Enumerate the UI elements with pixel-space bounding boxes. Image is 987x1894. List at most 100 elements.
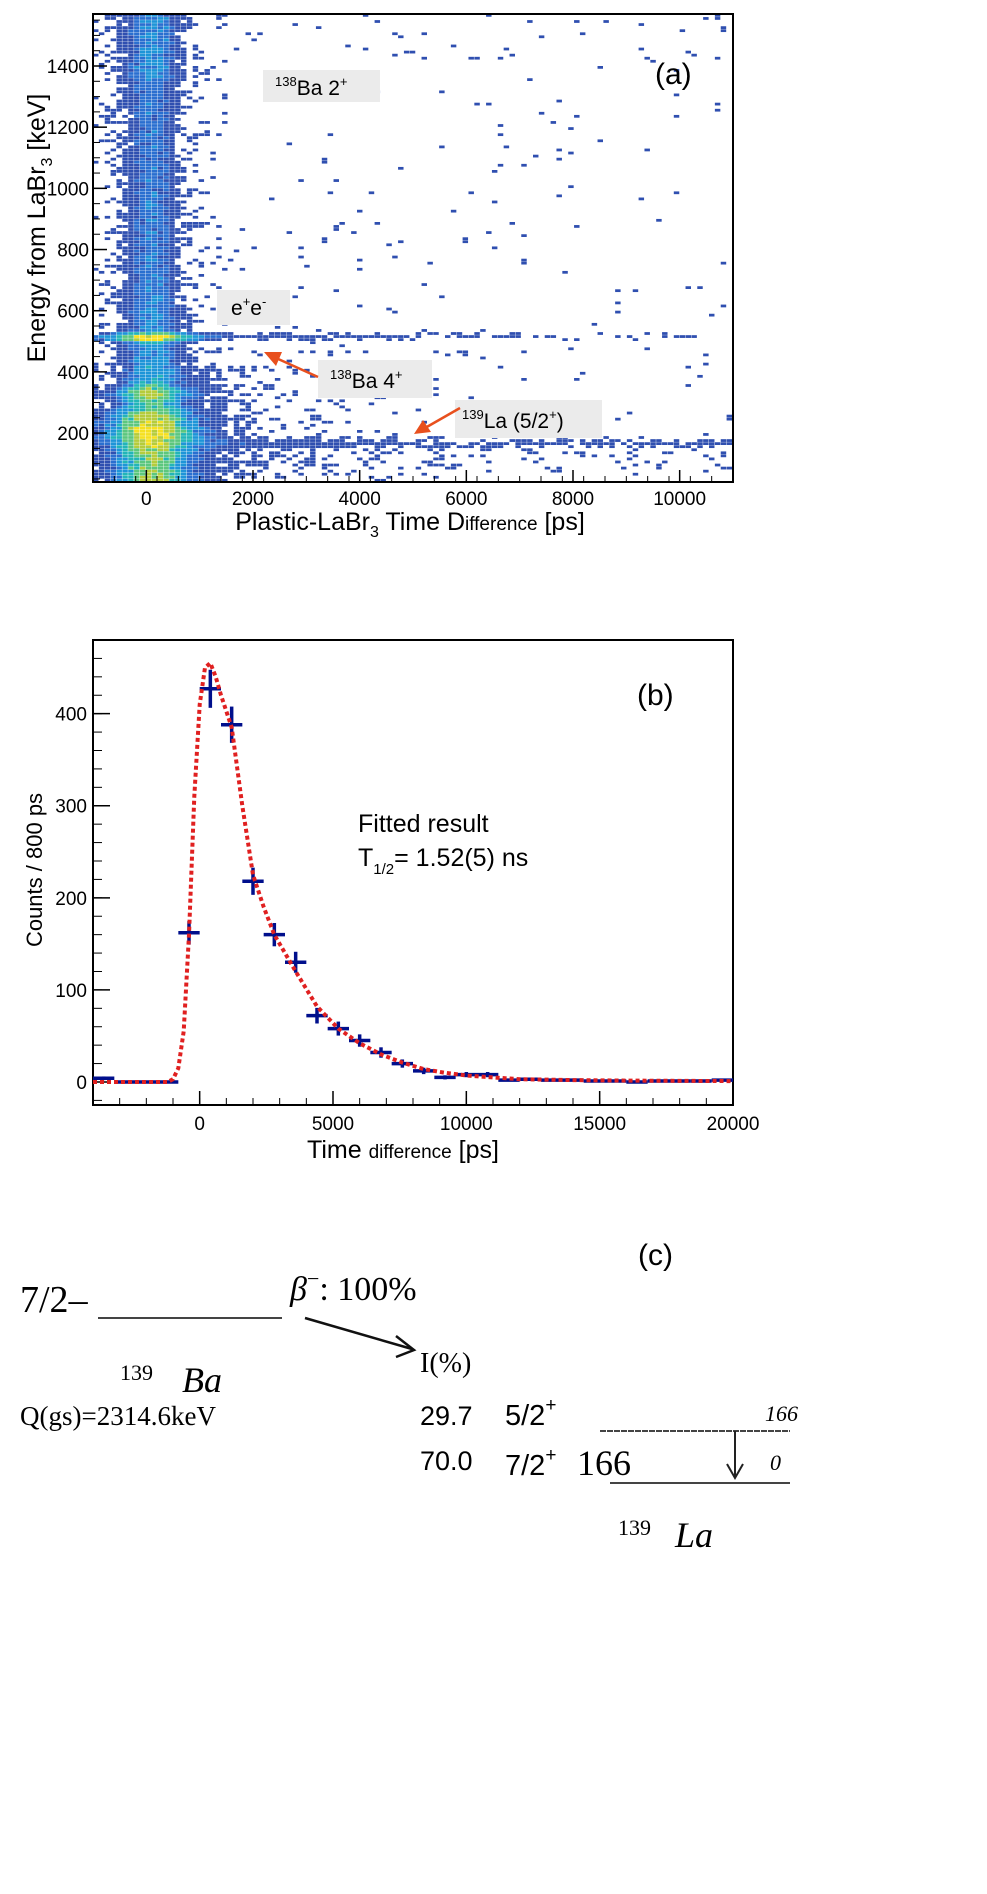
heatmap-cell	[157, 249, 163, 253]
heatmap-cell	[233, 368, 240, 372]
heatmap-cell	[139, 460, 146, 464]
heatmap-cell	[110, 365, 117, 369]
heatmap-cell	[98, 378, 105, 381]
heatmap-cell	[175, 255, 181, 259]
heatmap-cell	[139, 252, 146, 256]
heatmap-cell	[550, 121, 557, 124]
heatmap-cell	[139, 295, 146, 299]
annotation-ba138-2plus: 138Ba 2+	[263, 70, 380, 102]
heatmap-cell	[644, 442, 650, 445]
y-tick-label-a: 800	[57, 241, 89, 262]
heatmap-cell	[292, 326, 298, 329]
heatmap-cell	[609, 439, 615, 442]
heatmap-cell	[368, 335, 375, 338]
heatmap-cell	[304, 457, 310, 461]
heatmap-cell	[186, 408, 193, 412]
heatmap-cell	[198, 222, 205, 225]
heatmap-cell	[198, 408, 205, 412]
heatmap-cell	[151, 32, 158, 36]
y-tick-label-a: 400	[57, 363, 89, 384]
heatmap-cell	[169, 225, 175, 228]
heatmap-cell	[503, 335, 510, 338]
heatmap-cell	[286, 457, 293, 461]
heatmap-cell	[169, 310, 175, 314]
heatmap-cell	[222, 405, 228, 409]
heatmap-cell	[233, 448, 240, 452]
heatmap-cell	[116, 240, 122, 244]
heatmap-cell	[157, 237, 163, 241]
heatmap-cell	[198, 423, 205, 427]
heatmap-cell	[556, 442, 562, 445]
heatmap-cell	[679, 29, 686, 33]
heatmap-cell	[145, 151, 152, 155]
heatmap-cell	[128, 20, 134, 23]
heatmap-cell	[210, 472, 216, 476]
heatmap-cell	[157, 365, 163, 369]
heatmap-cell	[151, 316, 158, 320]
heatmap-cell	[122, 368, 128, 372]
y-tick-label-b: 400	[55, 705, 87, 726]
heatmap-cell	[245, 420, 251, 424]
heatmap-cell	[222, 399, 228, 403]
heatmap-cell	[474, 332, 480, 335]
heatmap-cell	[339, 405, 345, 409]
heatmap-cell	[192, 451, 199, 455]
heatmap-cell	[157, 44, 163, 48]
heatmap-cell	[497, 133, 504, 137]
heatmap-cell	[181, 326, 187, 329]
heatmap-cell	[157, 90, 163, 94]
heatmap-cell	[157, 50, 163, 54]
heatmap-cell	[321, 420, 328, 424]
heatmap-cell	[351, 445, 357, 449]
heatmap-cell	[145, 228, 152, 231]
heatmap-cell	[134, 23, 140, 26]
heatmap-cell	[128, 194, 134, 198]
heatmap-cell	[122, 384, 128, 387]
heatmap-cell	[210, 176, 216, 179]
heatmap-cell	[116, 436, 122, 439]
heatmap-cell	[310, 460, 316, 464]
heatmap-cell	[157, 203, 163, 207]
heatmap-cell	[181, 335, 187, 338]
heatmap-cell	[163, 356, 169, 360]
heatmap-cell	[626, 335, 633, 338]
heatmap-cell	[122, 399, 128, 403]
heatmap-cell	[122, 417, 128, 421]
heatmap-cell	[239, 433, 246, 436]
heatmap-cell	[122, 270, 128, 274]
heatmap-cell	[134, 47, 140, 51]
heatmap-cell	[357, 439, 363, 442]
heatmap-cell	[122, 439, 128, 442]
heatmap-cell	[116, 466, 122, 470]
y-tick-label-a: 200	[57, 424, 89, 445]
heatmap-cell	[145, 108, 152, 112]
heatmap-cell	[145, 445, 152, 449]
heatmap-cell	[151, 261, 158, 265]
heatmap-cell	[186, 381, 193, 384]
heatmap-cell	[726, 442, 733, 445]
heatmap-cell	[134, 179, 140, 182]
heatmap-cell	[163, 368, 169, 372]
heatmap-cell	[157, 384, 163, 387]
heatmap-cell	[186, 451, 193, 455]
heatmap-cell	[139, 430, 146, 433]
heatmap-cell	[145, 359, 152, 363]
heatmap-cell	[128, 215, 134, 219]
heatmap-cell	[210, 405, 216, 409]
heatmap-cell	[151, 338, 158, 341]
heatmap-cell	[357, 436, 363, 439]
heatmap-cell	[122, 240, 128, 244]
heatmap-cell	[134, 478, 140, 482]
heatmap-cell	[368, 191, 375, 195]
heatmap-cell	[245, 335, 251, 338]
heatmap-cell	[128, 23, 134, 26]
heatmap-cell	[145, 381, 152, 384]
heatmap-cell	[104, 344, 111, 348]
heatmap-cell	[139, 451, 146, 455]
heatmap-cell	[104, 301, 111, 305]
heatmap-cell	[210, 350, 216, 354]
heatmap-cell	[186, 341, 193, 345]
heatmap-cell	[673, 114, 680, 118]
heatmap-cell	[98, 436, 105, 439]
heatmap-cell	[181, 206, 187, 210]
